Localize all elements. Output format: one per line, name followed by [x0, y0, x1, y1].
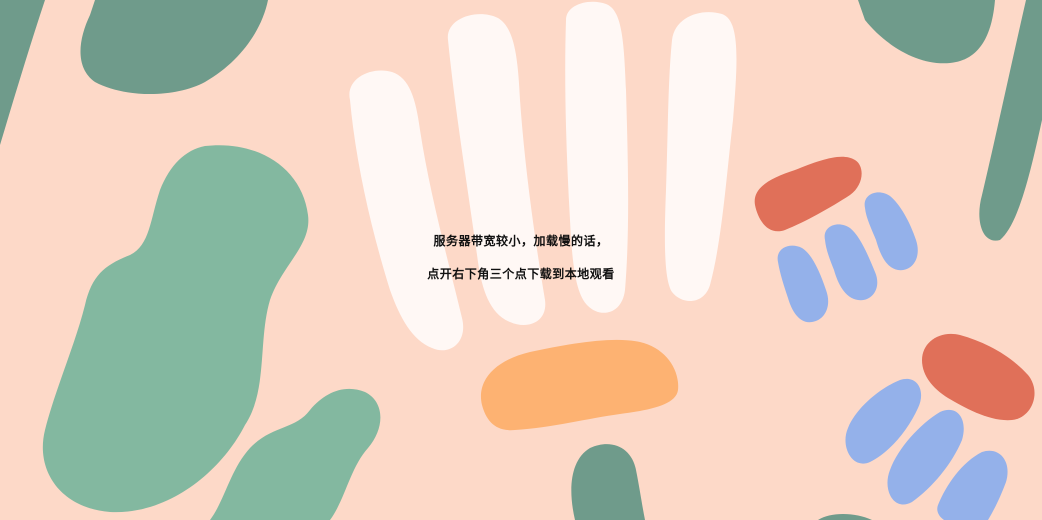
bandwidth-notice-line-2: 点开右下角三个点下载到本地观看 [427, 267, 615, 281]
white-stroke-1 [349, 70, 464, 351]
green-blob-top-right [858, 0, 995, 64]
green-blob-top-left [80, 0, 269, 94]
red-blob-lower [922, 333, 1035, 421]
red-blob-upper [754, 156, 862, 232]
green-blob-large-left [42, 145, 309, 513]
blue-pill-lower-1 [845, 378, 922, 464]
orange-blob [480, 339, 679, 431]
white-stroke-3 [565, 1, 629, 313]
white-stroke-4 [664, 12, 737, 302]
blue-pill-lower-3 [937, 450, 1008, 520]
green-stroke-right-edge [979, 0, 1042, 241]
green-blob-lower [210, 388, 381, 520]
blue-pill-upper-2 [824, 224, 878, 301]
green-blob-top-left-edge [0, 0, 45, 145]
green-blob-bottom-center [571, 444, 645, 520]
blue-pill-upper-3 [864, 192, 918, 271]
blue-pill-lower-2 [887, 409, 964, 505]
blue-pill-upper-1 [777, 245, 829, 323]
bandwidth-notice-line-1: 服务器带宽较小，加载慢的话， [433, 234, 609, 248]
green-blob-bottom-right [818, 514, 872, 520]
white-stroke-2 [447, 14, 546, 326]
